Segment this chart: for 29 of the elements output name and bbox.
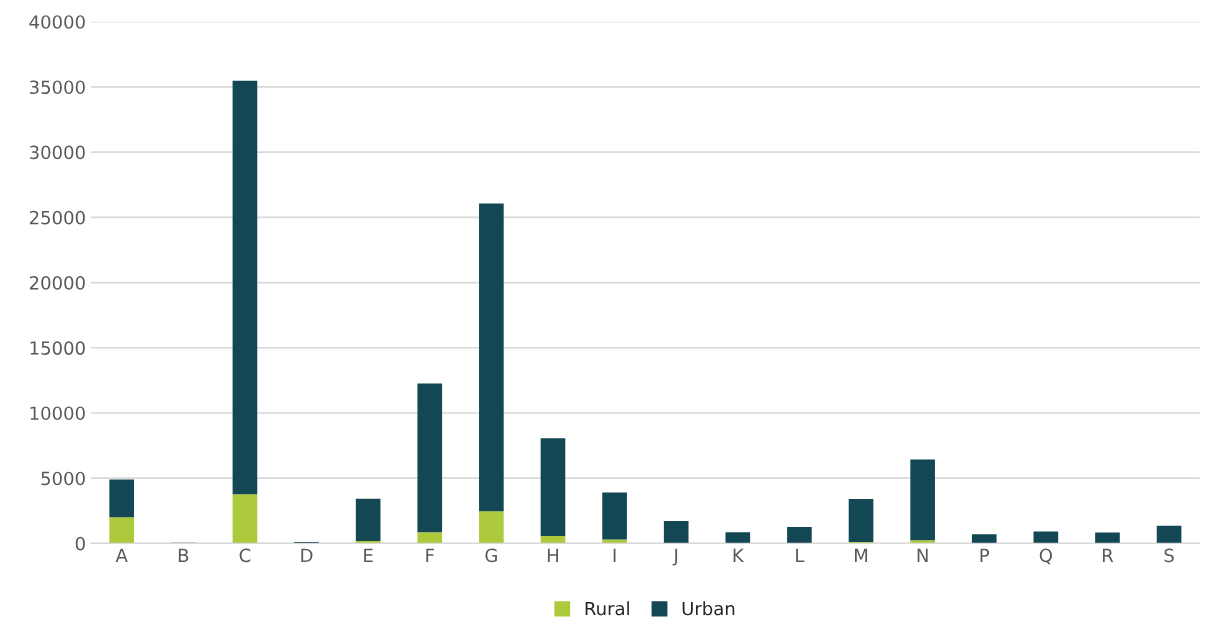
x-tick-label: M <box>855 548 868 562</box>
y-tick-label: 25000 <box>29 210 85 225</box>
y-tick-label: 35000 <box>29 80 85 95</box>
legend-label: Urban <box>682 601 735 616</box>
x-tick-label: P <box>980 548 990 562</box>
y-tick-label: 10000 <box>30 406 85 421</box>
y-tick-label: 0 <box>75 536 85 551</box>
x-tick-label: S <box>1164 548 1174 563</box>
x-tick-label: A <box>115 548 128 562</box>
x-tick-label: L <box>796 548 805 562</box>
x-tick-label: C <box>239 548 251 563</box>
y-tick-label: 30000 <box>29 145 85 160</box>
y-tick-label: 5000 <box>41 471 85 486</box>
y-tick-label: 40000 <box>29 15 85 29</box>
y-tick-label: 20000 <box>29 276 85 290</box>
y-tick-label: 15000 <box>30 341 85 355</box>
x-tick-label: H <box>547 548 558 562</box>
x-tick-label: B <box>178 548 189 562</box>
x-tick-label: I <box>613 548 616 562</box>
x-tick-label: R <box>1102 548 1114 562</box>
x-tick-label: N <box>917 548 928 562</box>
x-tick-label: D <box>301 548 313 562</box>
x-tick-label: G <box>485 548 497 563</box>
x-tick-label: J <box>672 548 678 566</box>
x-tick-label: K <box>733 548 745 562</box>
legend-label: Rural <box>585 601 629 616</box>
x-tick-label: F <box>426 548 434 562</box>
x-tick-label: E <box>364 548 373 562</box>
x-tick-label: Q <box>1039 548 1052 565</box>
